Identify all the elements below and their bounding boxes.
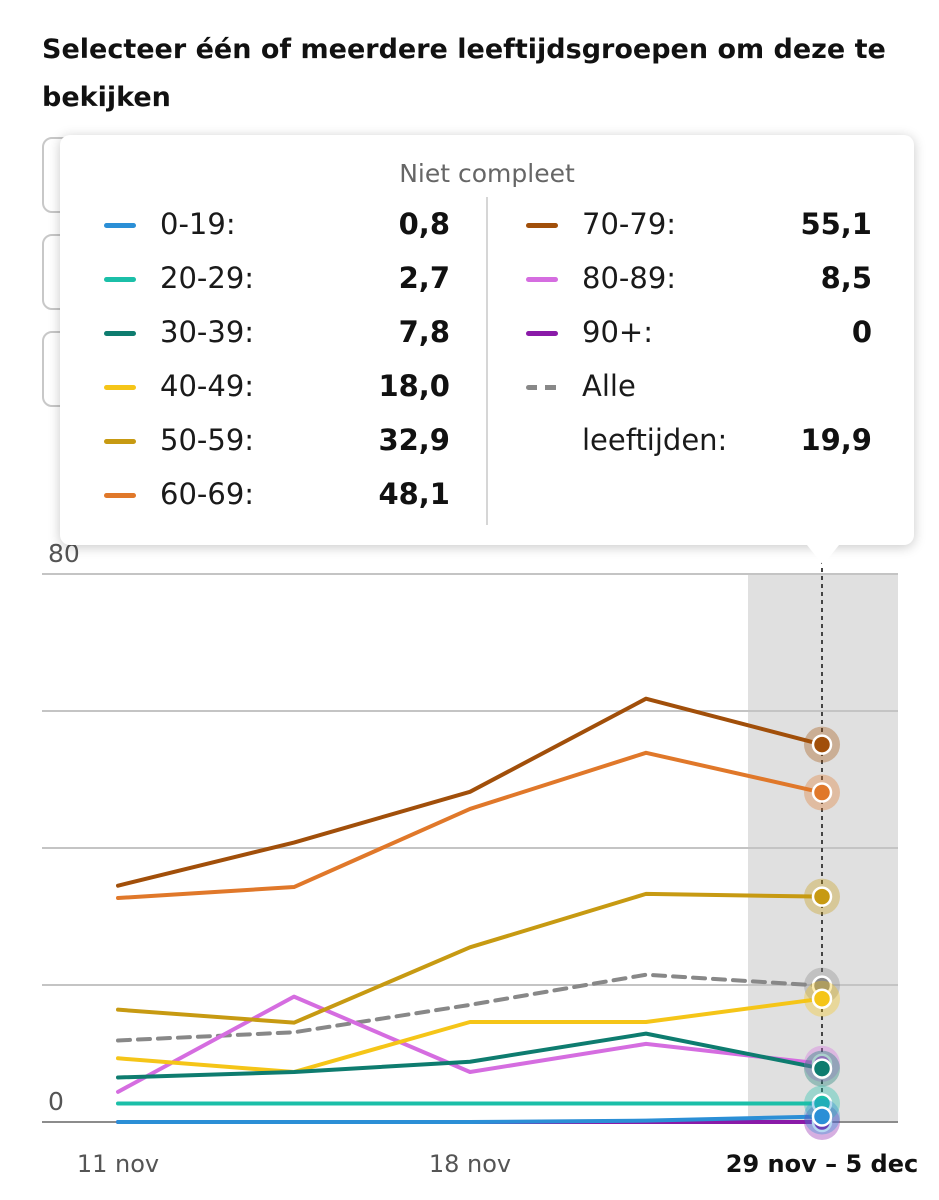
- legend-value: 0,8: [398, 207, 450, 241]
- legend-swatch-dashed: [526, 385, 558, 390]
- legend-label: 40-49:: [160, 369, 255, 403]
- legend-entry-30-39: 30-39: 7,8: [104, 313, 454, 353]
- legend-entry-70-79: 70-79: 55,1: [526, 205, 876, 245]
- legend-value: 2,7: [398, 261, 450, 295]
- legend-entry-40-49: 40-49: 18,0: [104, 367, 454, 407]
- series-line-alle-leeftijden: [116, 972, 824, 1043]
- legend-swatch: [526, 223, 558, 228]
- legend-label: 70-79:: [582, 207, 677, 241]
- legend-value: 48,1: [378, 477, 450, 511]
- series-line-70-79: [116, 696, 824, 888]
- legend-label: 20-29:: [160, 261, 255, 295]
- x-tick-label: 18 nov: [429, 1150, 511, 1178]
- series-line-0-19: [116, 1114, 824, 1124]
- legend-value: 32,9: [378, 423, 450, 457]
- data-point-30-39: [811, 1058, 833, 1079]
- legend-label: Alle: [582, 369, 636, 403]
- legend-entry-50-59: 50-59: 32,9: [104, 421, 454, 461]
- legend-swatch: [526, 331, 558, 336]
- legend-value: 8,5: [820, 261, 872, 295]
- legend-value: 18,0: [378, 369, 450, 403]
- legend-label: 90+:: [582, 315, 653, 349]
- legend-swatch: [104, 277, 136, 282]
- x-tick-label: 11 nov: [77, 1150, 159, 1178]
- legend-entry-60-69: 60-69: 48,1: [104, 475, 454, 515]
- series-line-30-39: [116, 1031, 824, 1080]
- legend-value: 0: [851, 315, 872, 349]
- legend-swatch: [104, 385, 136, 390]
- legend-entry-80-89: 80-89: 8,5: [526, 259, 876, 299]
- chart-tooltip: Niet compleet 0-19: 0,8 20-29: 2,7 30-39…: [60, 135, 914, 545]
- legend-label: 30-39:: [160, 315, 255, 349]
- series-line-80-89: [116, 994, 824, 1094]
- legend-label-line2: leeftijden:: [582, 423, 728, 457]
- tooltip-divider: [486, 197, 488, 525]
- legend-value: 19,9: [800, 423, 872, 457]
- series-line-40-49: [116, 996, 824, 1074]
- legend-swatch: [104, 223, 136, 228]
- tooltip-arrow: [807, 545, 839, 565]
- legend-label: 0-19:: [160, 207, 236, 241]
- legend-entry-20-29: 20-29: 2,7: [104, 259, 454, 299]
- y-tick-label: 0: [48, 1087, 64, 1116]
- legend-entry-90-plus: 90+: 0: [526, 313, 876, 353]
- legend-label: 80-89:: [582, 261, 677, 295]
- legend-swatch: [526, 277, 558, 282]
- page-title: Selecteer één of meerdere leeftijdsgroep…: [42, 34, 886, 113]
- data-point-70-79: [811, 734, 833, 755]
- legend-label: 60-69:: [160, 477, 255, 511]
- legend-swatch: [104, 493, 136, 498]
- legend-label: 50-59:: [160, 423, 255, 457]
- legend-value: 55,1: [800, 207, 872, 241]
- series-line-60-69: [116, 750, 824, 901]
- series-line-50-59: [116, 891, 824, 1025]
- tooltip-title: Niet compleet: [399, 159, 575, 188]
- legend-swatch: [104, 439, 136, 444]
- legend-entry-0-19: 0-19: 0,8: [104, 205, 454, 245]
- data-point-50-59: [811, 886, 833, 907]
- data-point-60-69: [811, 782, 833, 803]
- data-point-0-19: [811, 1106, 833, 1127]
- legend-swatch: [104, 331, 136, 336]
- legend-value: 7,8: [398, 315, 450, 349]
- x-tick-label: 29 nov – 5 dec: [726, 1150, 918, 1178]
- data-point-40-49: [811, 988, 833, 1009]
- legend-entry-alle-leeftijden: Alle leeftijden: 19,9: [526, 367, 876, 467]
